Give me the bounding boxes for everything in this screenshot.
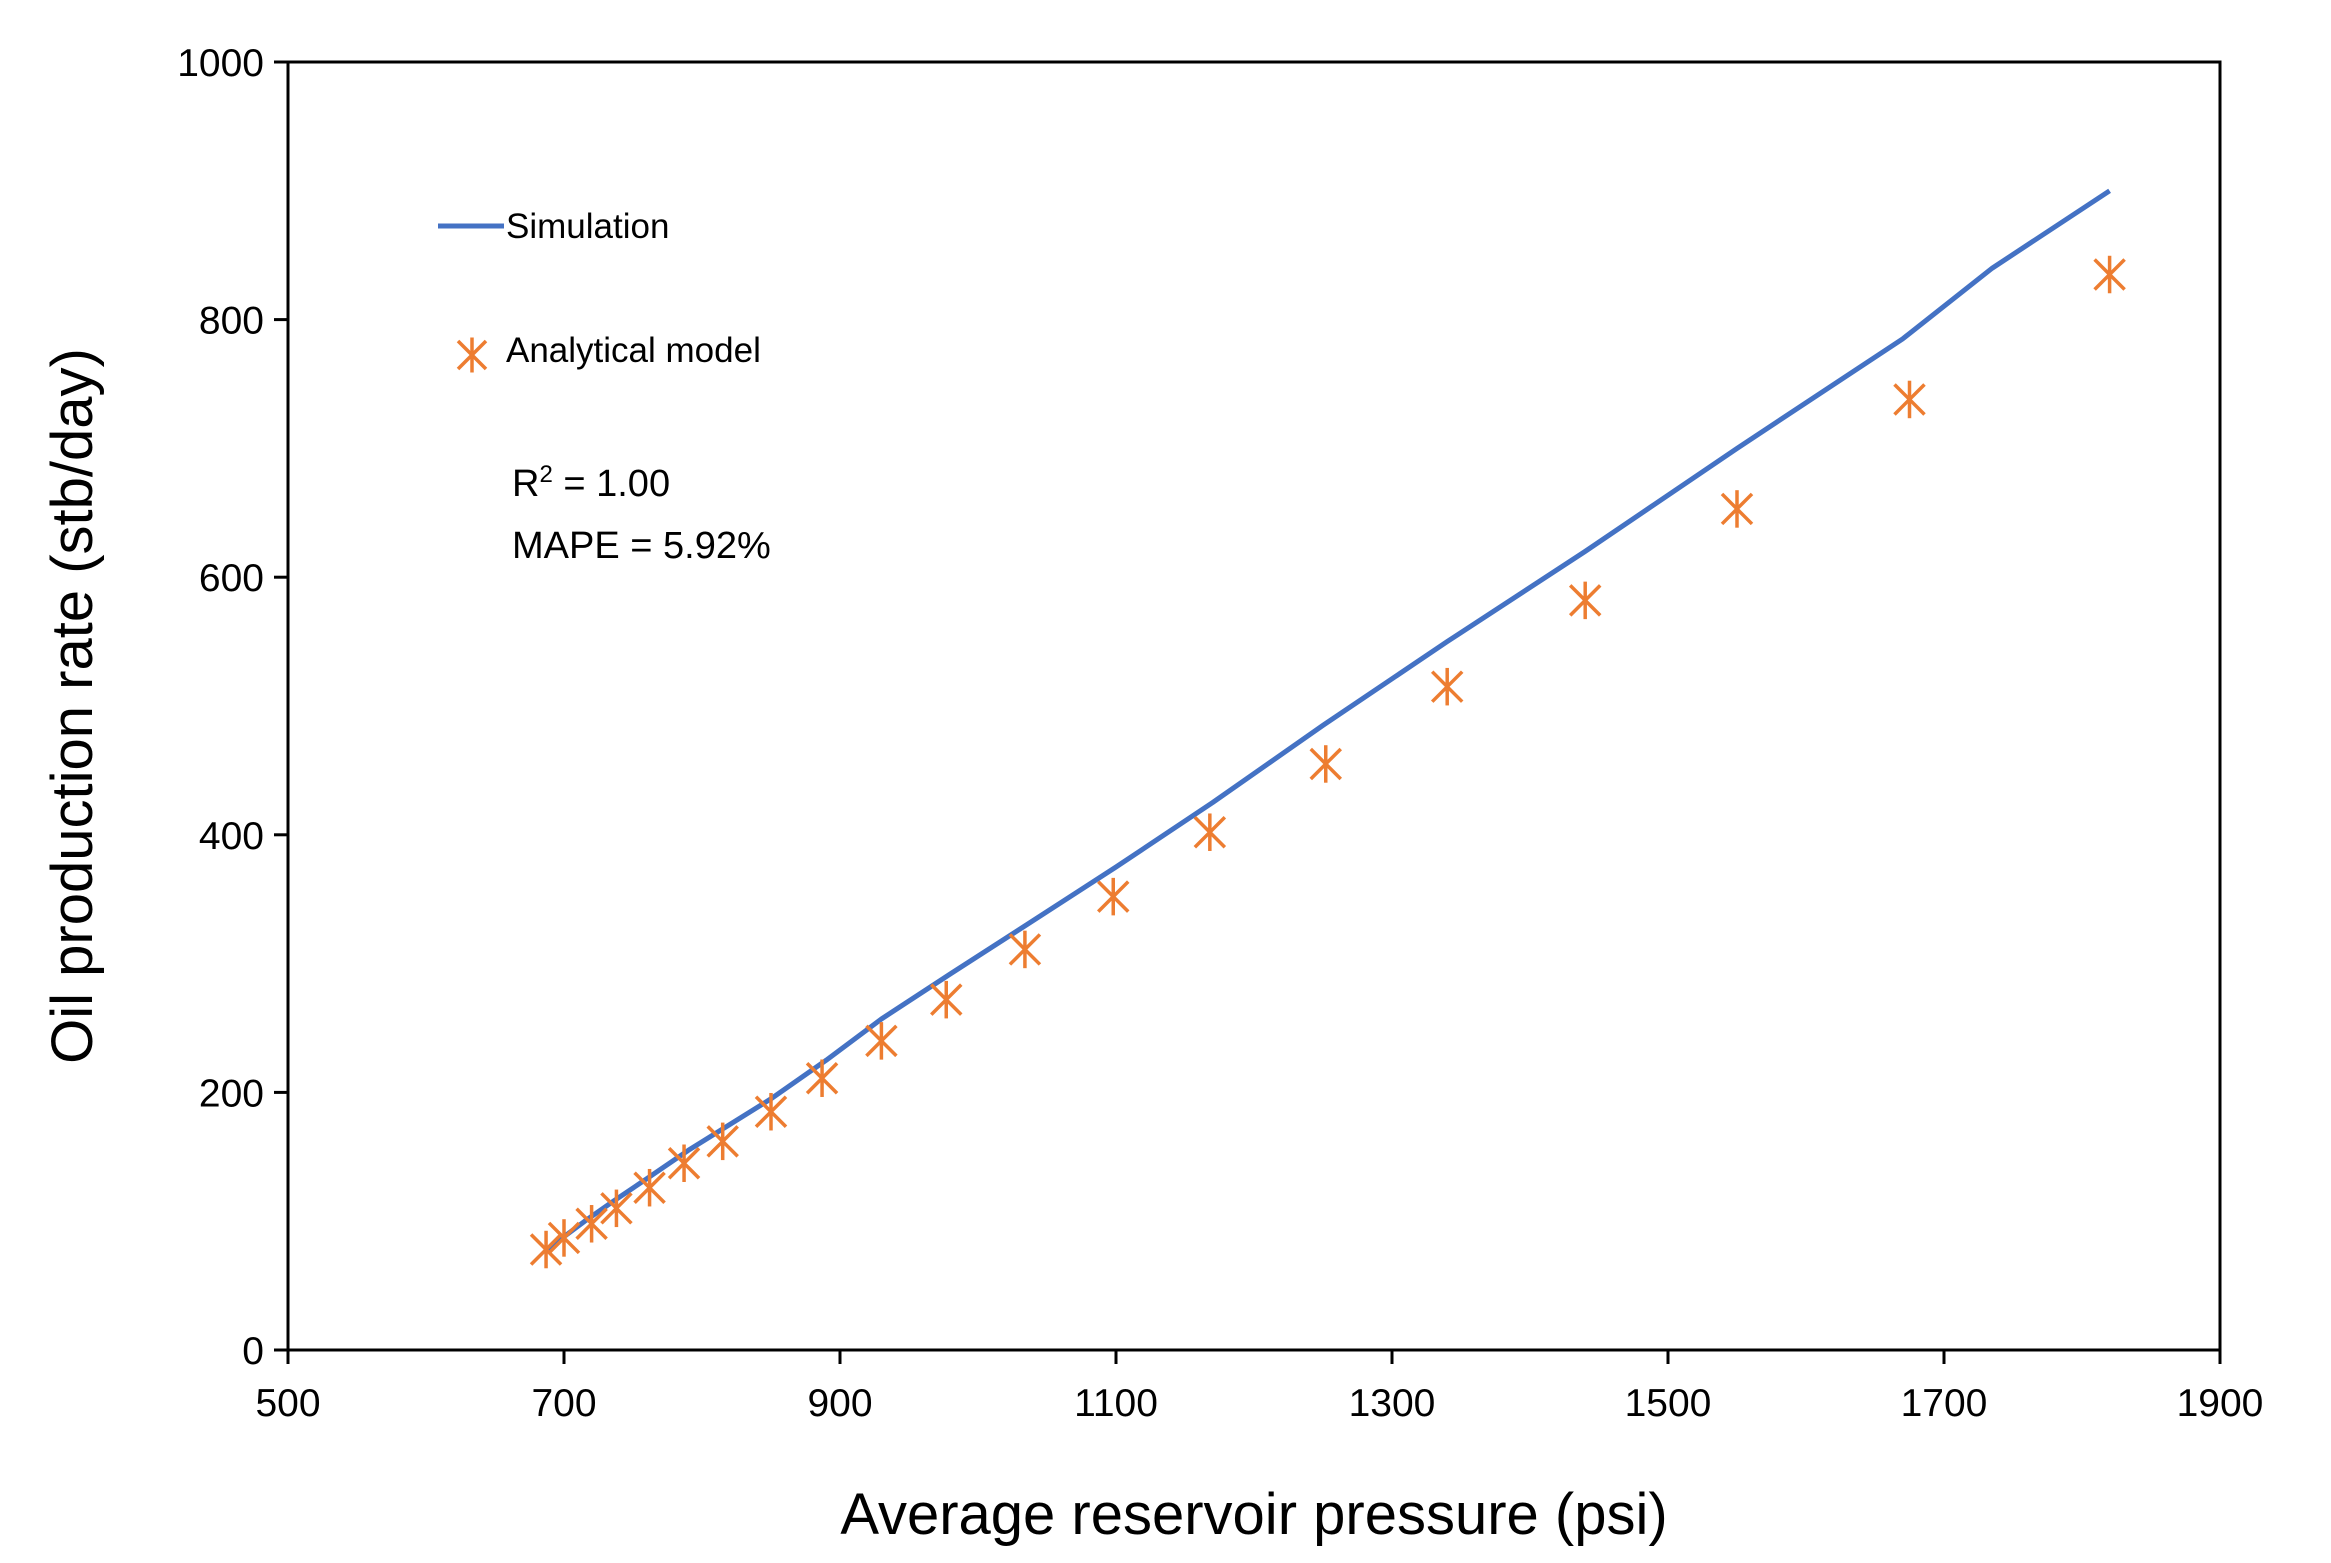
y-tick-label: 600 (199, 557, 264, 600)
y-tick-label: 200 (199, 1072, 264, 1115)
analytical-model-point (1430, 667, 1464, 706)
analytical-model-point (1097, 877, 1130, 916)
analytical-model-point (865, 1022, 898, 1060)
analytical-model-point (1720, 490, 1754, 528)
series-layer (529, 188, 2126, 1269)
analytical-model-point (633, 1168, 666, 1207)
y-tick-label: 400 (199, 815, 264, 858)
x-tick-label: 1500 (1625, 1382, 1712, 1425)
legend-simulation-label: Simulation (506, 207, 669, 246)
analytical-model-point (754, 1092, 788, 1131)
analytical-model-point (1568, 581, 1602, 620)
analytical-model-point (706, 1122, 739, 1161)
y-tick-label: 0 (242, 1330, 264, 1373)
analytical-model-point (600, 1189, 633, 1228)
legend-analytical-marker (456, 337, 488, 373)
legend: Simulation Analytical model (438, 207, 761, 373)
r2-superscript: 2 (539, 461, 552, 488)
legend-analytical-label: Analytical model (506, 331, 761, 370)
analytical-model-point (1193, 813, 1227, 851)
analytical-model-point (1893, 380, 1926, 419)
analytical-model-point (575, 1205, 608, 1243)
analytical-model-point (2093, 255, 2126, 294)
y-axis-title: Oil production rate (stb/day) (40, 348, 105, 1064)
analytical-model-point (805, 1059, 839, 1097)
simulation-line (545, 188, 2111, 1252)
r2-value: = 1.00 (553, 463, 670, 505)
analytical-model-point (547, 1219, 581, 1257)
y-tick-label: 1000 (177, 42, 264, 85)
x-tick-label: 900 (807, 1382, 872, 1425)
analytical-model-point (529, 1230, 563, 1269)
plot-area (286, 60, 2222, 1352)
r2-prefix: R (512, 463, 539, 505)
x-tick-label: 1700 (1901, 1382, 1988, 1425)
analytical-model-point (1309, 745, 1342, 783)
x-tick-label: 500 (255, 1382, 320, 1425)
x-tick-label: 1100 (1074, 1382, 1158, 1425)
mape-annotation: MAPE = 5.92% (512, 525, 771, 567)
analytical-model-point (930, 980, 963, 1019)
legend-asterisk-icon (456, 337, 488, 373)
analytical-model-point (667, 1144, 701, 1182)
x-tick-label: 1900 (2177, 1382, 2264, 1425)
r-squared-annotation: R2 = 1.00 (512, 461, 670, 505)
x-tick-label: 1300 (1349, 1382, 1436, 1425)
x-tick-label: 700 (531, 1382, 596, 1425)
x-axis-title: Average reservoir pressure (psi) (840, 1482, 1667, 1547)
x-axis-ticks: 500 700 900 1100 1300 1500 1700 1900 (255, 1350, 2263, 1425)
analytical-model-point (1008, 930, 1042, 969)
y-tick-label: 800 (199, 300, 264, 343)
y-axis-ticks: 0 200 400 600 800 1000 (177, 42, 288, 1373)
